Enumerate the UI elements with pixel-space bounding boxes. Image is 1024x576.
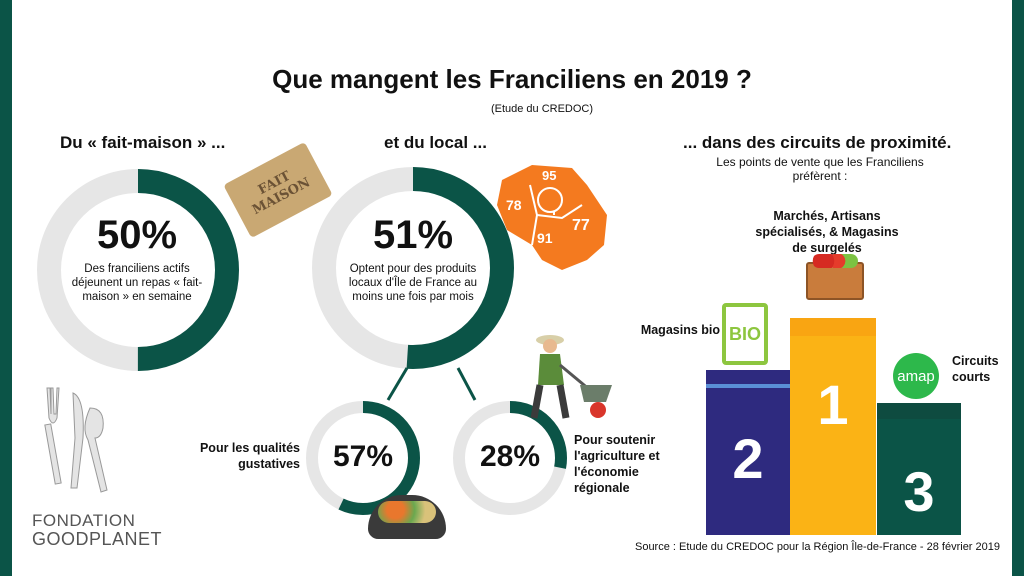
- local-percent: 51%: [372, 213, 454, 257]
- local-description: Optent pour des produits locaux d'Île de…: [348, 263, 478, 303]
- podium-3-label: Circuits courts: [952, 354, 999, 384]
- circuits-heading: ... dans des circuits de proximité.: [683, 133, 952, 152]
- support-label: Pour soutenir l'agriculture et l'économi…: [574, 433, 660, 495]
- page-title: Que mangent les Franciliens en 2019 ?: [272, 64, 752, 94]
- podium-3: 3: [877, 403, 961, 535]
- map-label-95: 95: [542, 168, 556, 183]
- donut-local: [312, 167, 514, 369]
- podium-1: 1: [790, 318, 876, 535]
- goodplanet-logo: FONDATION GOODPLANET: [32, 511, 163, 549]
- source-note: Source : Etude du CREDOC pour la Région …: [634, 541, 1000, 553]
- podium-2: 2: [706, 370, 790, 535]
- amap-logo: amap: [893, 353, 939, 399]
- donut-value-arc: [306, 401, 420, 515]
- map-label-91: 91: [537, 230, 553, 246]
- podium-2-label: Magasins bio: [640, 323, 720, 337]
- frame-right: [1012, 0, 1024, 576]
- taste-label: Pour les qualités gustatives: [199, 441, 300, 471]
- donut-support: [453, 401, 567, 515]
- cooking-pot-icon: [368, 495, 446, 539]
- homemade-percent: 50%: [96, 213, 178, 257]
- map-label-78: 78: [506, 197, 522, 213]
- homemade-description: Des franciliens actifs déjeunent un repa…: [71, 263, 203, 303]
- frame-left: [0, 0, 12, 576]
- bio-logo: BIO: [722, 303, 768, 365]
- circuits-subheading: Les points de vente que les Franciliens …: [716, 155, 924, 183]
- cutlery-icon: [44, 387, 108, 493]
- support-percent: 28%: [479, 440, 541, 473]
- donut-value-arc: [37, 169, 239, 371]
- podium-3-rank: 3: [903, 460, 935, 523]
- donut-value-arc: [312, 167, 514, 369]
- donut-value-arc: [453, 401, 567, 515]
- map-label-77: 77: [572, 217, 590, 234]
- homemade-heading: Du « fait-maison » ...: [60, 133, 226, 152]
- connector-lines: [386, 367, 477, 401]
- ile-de-france-map: 95 78 91 77: [497, 165, 607, 270]
- logo-line2: GOODPLANET: [32, 529, 163, 549]
- page-subtitle: (Etude du CREDOC): [490, 103, 594, 115]
- podium-1-rank: 1: [817, 373, 849, 436]
- fruit-crate-icon: [806, 254, 864, 300]
- donut-taste: [306, 401, 420, 515]
- logo-line1: FONDATION: [32, 511, 136, 530]
- podium-1-label: Marchés, Artisans spécialisés, & Magasin…: [755, 209, 899, 255]
- taste-percent: 57%: [332, 440, 394, 473]
- local-heading: et du local ...: [384, 133, 487, 152]
- podium-2-rank: 2: [732, 427, 764, 490]
- donut-homemade: [37, 169, 239, 371]
- farmer-wheelbarrow-icon: [530, 335, 612, 419]
